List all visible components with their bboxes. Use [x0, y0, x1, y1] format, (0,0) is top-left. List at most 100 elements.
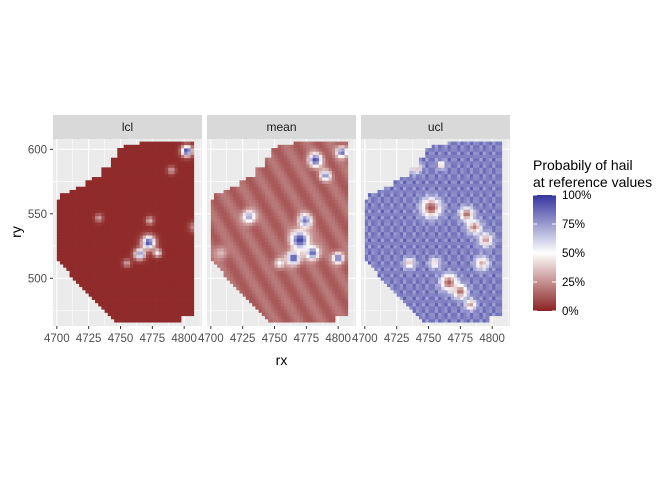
- heatmap-tile: [306, 154, 310, 159]
- heatmap-tile: [280, 177, 285, 181]
- heatmap-tile: [319, 170, 323, 175]
- heatmap-tile: [117, 312, 121, 317]
- heatmap-tile: [412, 267, 417, 271]
- heatmap-tile: [473, 306, 477, 310]
- heatmap-tile: [309, 215, 314, 220]
- heatmap-tile: [110, 196, 115, 201]
- heatmap-tile: [261, 296, 266, 300]
- heatmap-tile: [120, 202, 125, 207]
- heatmap-tile: [280, 164, 285, 168]
- heatmap-tile: [187, 283, 191, 288]
- heatmap-tile: [190, 260, 195, 265]
- heatmap-tile: [415, 296, 420, 300]
- heatmap-tile: [91, 289, 96, 294]
- heatmap-tile: [152, 157, 156, 162]
- heatmap-tile: [441, 280, 445, 284]
- heatmap-tile: [101, 235, 105, 239]
- heatmap-tile: [412, 289, 417, 294]
- facet-lcl-tiles: [56, 141, 195, 323]
- heatmap-tile: [142, 154, 147, 159]
- heatmap-tile: [299, 293, 304, 297]
- heatmap-tile: [284, 215, 288, 220]
- heatmap-tile: [469, 260, 474, 265]
- heatmap-tile: [434, 251, 439, 255]
- heatmap-tile: [495, 293, 499, 297]
- heatmap-tile: [180, 148, 185, 152]
- heatmap-tile: [184, 312, 188, 317]
- heatmap-tile: [117, 235, 121, 239]
- heatmap-tile: [399, 254, 404, 259]
- heatmap-tile: [264, 202, 269, 207]
- heatmap-tile: [479, 260, 484, 265]
- heatmap-tile: [492, 276, 496, 281]
- heatmap-tile: [114, 235, 118, 239]
- heatmap-tile: [271, 270, 275, 275]
- heatmap-tile: [110, 228, 115, 233]
- heatmap-tile: [161, 225, 166, 230]
- heatmap-tile: [126, 251, 131, 255]
- heatmap-tile: [229, 212, 234, 217]
- heatmap-tile: [325, 280, 330, 284]
- heatmap-tile: [161, 154, 166, 159]
- heatmap-tile: [174, 164, 179, 168]
- heatmap-tile: [387, 270, 391, 275]
- heatmap-tile: [303, 257, 307, 262]
- heatmap-tile: [180, 276, 185, 281]
- heatmap-tile: [277, 193, 282, 197]
- heatmap-tile: [280, 235, 285, 239]
- heatmap-tile: [60, 196, 64, 201]
- heatmap-tile: [161, 251, 166, 255]
- heatmap-tile: [303, 264, 307, 268]
- heatmap-tile: [217, 215, 221, 220]
- heatmap-tile: [444, 312, 448, 317]
- heatmap-tile: [306, 177, 310, 181]
- heatmap-tile: [226, 270, 231, 275]
- heatmap-tile: [82, 264, 86, 268]
- heatmap-tile: [223, 231, 228, 236]
- heatmap-tile: [155, 296, 160, 300]
- heatmap-tile: [101, 302, 105, 307]
- heatmap-tile: [268, 212, 272, 217]
- heatmap-tile: [187, 244, 191, 249]
- heatmap-tile: [190, 209, 195, 213]
- heatmap-tile: [145, 212, 150, 217]
- heatmap-tile: [280, 206, 285, 210]
- heatmap-tile: [104, 247, 109, 252]
- heatmap-tile: [133, 273, 137, 278]
- heatmap-tile: [245, 244, 250, 249]
- heatmap-tile: [95, 206, 99, 210]
- heatmap-tile: [344, 222, 349, 226]
- heatmap-tile: [319, 164, 323, 168]
- heatmap-tile: [161, 247, 166, 252]
- heatmap-tile: [383, 264, 388, 268]
- heatmap-tile: [229, 209, 234, 213]
- heatmap-tile: [409, 293, 413, 297]
- heatmap-tile: [98, 283, 102, 288]
- heatmap-tile: [91, 199, 96, 204]
- heatmap-tile: [485, 270, 490, 275]
- heatmap-tile: [104, 299, 109, 304]
- heatmap-tile: [180, 160, 185, 165]
- heatmap-tile: [69, 241, 74, 246]
- heatmap-tile: [133, 257, 137, 262]
- heatmap-tile: [190, 302, 195, 307]
- heatmap-tile: [161, 189, 166, 194]
- heatmap-tile: [184, 257, 188, 262]
- heatmap-tile: [104, 280, 109, 284]
- heatmap-tile: [444, 238, 448, 242]
- heatmap-tile: [409, 299, 413, 304]
- heatmap-tile: [331, 299, 336, 304]
- heatmap-tile: [161, 283, 166, 288]
- heatmap-tile: [220, 264, 224, 268]
- heatmap-tile: [255, 196, 259, 201]
- heatmap-tile: [418, 289, 423, 294]
- heatmap-tile: [85, 254, 90, 259]
- heatmap-tile: [463, 293, 468, 297]
- heatmap-tile: [171, 202, 176, 207]
- heatmap-tile: [242, 257, 247, 262]
- heatmap-tile: [136, 309, 140, 313]
- heatmap-tile: [377, 241, 382, 246]
- heatmap-tile: [214, 225, 218, 230]
- heatmap-tile: [344, 264, 349, 268]
- heatmap-tile: [319, 231, 323, 236]
